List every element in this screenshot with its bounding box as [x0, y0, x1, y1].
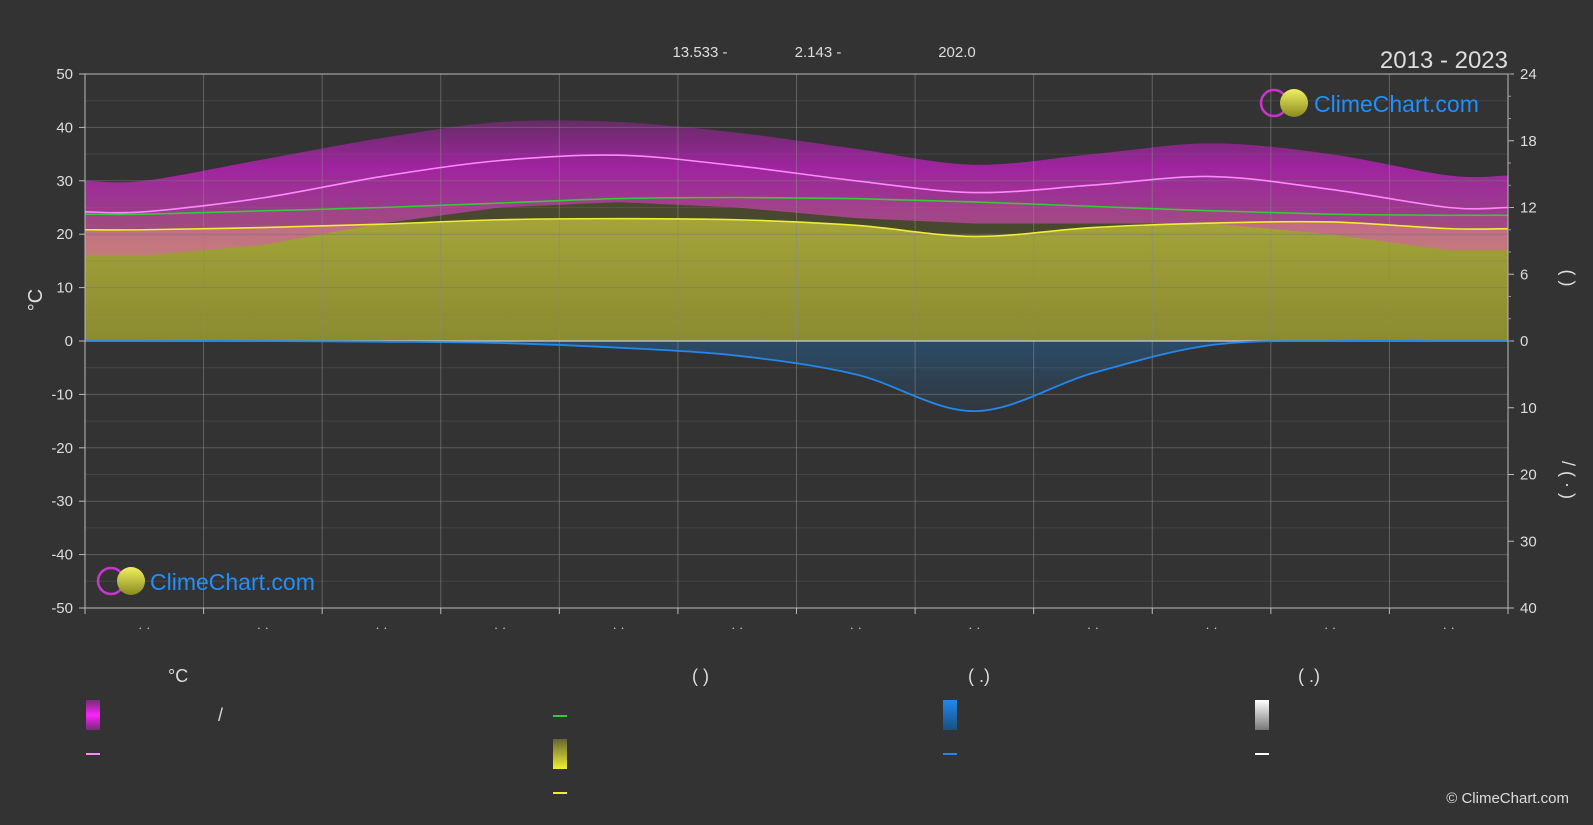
brand-name-bottom: ClimeChart.com	[150, 569, 315, 595]
y-left-tick-label: 50	[56, 66, 73, 83]
y-left-tick-label: 40	[56, 119, 73, 136]
legend-temp-range-text: /	[218, 705, 223, 725]
longitude-text: 2.143 -	[795, 44, 842, 61]
y-left-label: °C	[25, 289, 47, 311]
legend-head-sun: ( )	[692, 666, 709, 686]
y-left-tick-label: 20	[56, 226, 73, 243]
brand-name-top: ClimeChart.com	[1314, 91, 1479, 117]
y-left-tick-label: -40	[51, 547, 73, 564]
x-tick-label: · ·	[612, 620, 624, 635]
y-left-tick-label: -50	[51, 600, 73, 617]
legend-swatch-daylight	[553, 715, 567, 717]
x-tick-label: · ·	[138, 620, 150, 635]
legend-swatch-rain	[943, 700, 957, 730]
x-tick-label: · ·	[1087, 620, 1099, 635]
y-right-bottom-tick-label: 40	[1520, 600, 1537, 617]
legend: °C / ( ) ( .) ( .)	[86, 666, 1320, 794]
y-right-bottom-tick-label: 20	[1520, 467, 1537, 484]
y-left-tick-label: 10	[56, 280, 73, 297]
legend-swatch-temp-mean	[86, 753, 100, 755]
y-right-bottom-tick-label: 30	[1520, 533, 1537, 550]
y-left-tick-label: -20	[51, 440, 73, 457]
y-left-tick-label: -10	[51, 386, 73, 403]
legend-swatch-sunshine	[553, 739, 567, 769]
legend-swatch-sunshine-mean	[553, 792, 567, 794]
y-right-top-tick-label: 18	[1520, 133, 1537, 150]
logo-sun-icon	[1280, 89, 1308, 117]
elevation-text: 202.0	[938, 44, 976, 61]
x-tick-label: · ·	[257, 620, 269, 635]
x-tick-label: · ·	[1324, 620, 1336, 635]
x-tick-label: · ·	[731, 620, 743, 635]
copyright: © ClimeChart.com	[1446, 790, 1569, 807]
daylight-line	[84, 196, 1509, 217]
y-right-top-label: ( )	[1558, 270, 1578, 287]
y-left-tick-label: 0	[65, 333, 73, 350]
y-right-bottom-label: / ( · )	[1558, 461, 1578, 499]
y-right-top-tick-label: 24	[1520, 66, 1537, 83]
y-right-top-tick-label: 0	[1520, 333, 1528, 350]
y-left-tick-label: 30	[56, 173, 73, 190]
x-tick-label: · ·	[1205, 620, 1217, 635]
brand-logo-bottom[interactable]: ClimeChart.com	[96, 566, 315, 596]
legend-swatch-snow-mean	[1255, 753, 1269, 755]
brand-logo-top[interactable]: ClimeChart.com	[1259, 88, 1479, 118]
legend-swatch-snow	[1255, 700, 1269, 730]
axes: 50 40 30 20 10 0 -10 -20 -30 -40 -50 24 18 12 6 0 10 20 30…	[51, 66, 1536, 635]
latitude-text: 13.533 -	[672, 44, 727, 61]
precip-line	[84, 339, 1508, 412]
x-tick-label: · ·	[850, 620, 862, 635]
sunshine-line	[84, 217, 1509, 238]
y-right-bottom-tick-label: 10	[1520, 400, 1537, 417]
series-lines	[84, 154, 1509, 412]
x-tick-label: · ·	[1443, 620, 1455, 635]
x-tick-label: · ·	[968, 620, 980, 635]
period-title: 2013 - 2023	[1380, 47, 1508, 74]
legend-head-temperature: °C	[168, 666, 188, 686]
legend-swatch-rain-mean	[943, 753, 957, 755]
legend-head-snow: ( .)	[1298, 666, 1320, 686]
y-left-tick-label: -30	[51, 493, 73, 510]
x-tick-label: · ·	[375, 620, 387, 635]
legend-swatch-temp-range	[86, 700, 100, 730]
temp-mean-line	[84, 154, 1509, 214]
legend-head-rain: ( .)	[968, 666, 990, 686]
logo-sun-icon	[117, 567, 145, 595]
y-right-top-tick-label: 6	[1520, 266, 1528, 283]
x-tick-label: · ·	[494, 620, 506, 635]
y-right-top-tick-label: 12	[1520, 200, 1537, 217]
